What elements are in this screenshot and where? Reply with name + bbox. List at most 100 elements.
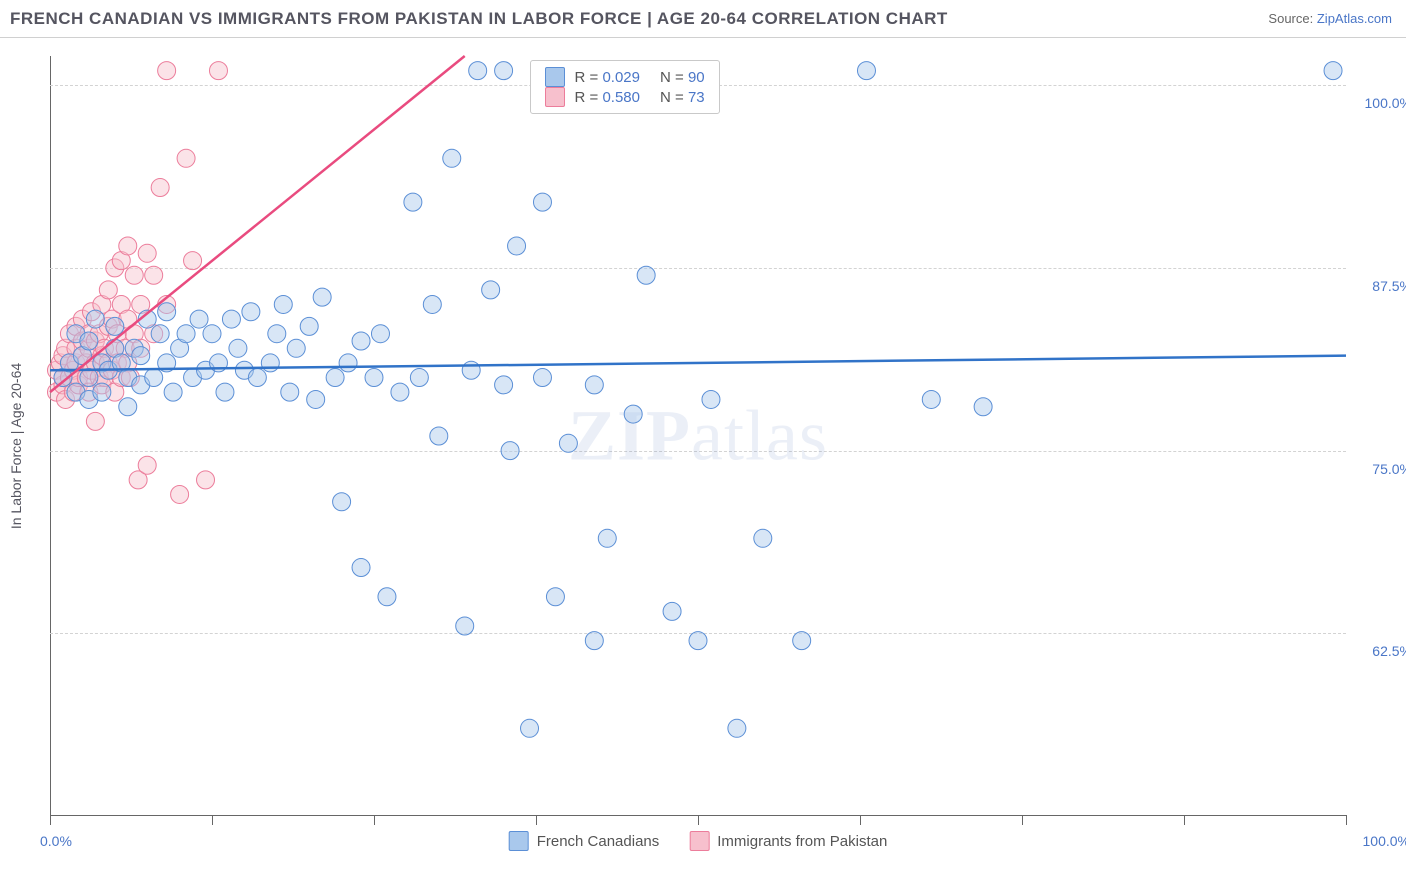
scatter-point [974, 398, 992, 416]
xtick [50, 815, 51, 825]
scatter-point [229, 339, 247, 357]
xtick [1346, 815, 1347, 825]
source-link[interactable]: ZipAtlas.com [1317, 11, 1392, 26]
scatter-point [177, 325, 195, 343]
scatter-point [404, 193, 422, 211]
trend-line [50, 56, 465, 392]
scatter-point [287, 339, 305, 357]
scatter-point [281, 383, 299, 401]
scatter-point [93, 383, 111, 401]
scatter-point [222, 310, 240, 328]
scatter-point [313, 288, 331, 306]
scatter-point [203, 325, 221, 343]
ytick-label: 75.0% [1352, 461, 1406, 477]
xtick [536, 815, 537, 825]
scatter-point [371, 325, 389, 343]
legend-item-series2: Immigrants from Pakistan [689, 831, 887, 851]
scatter-point [754, 529, 772, 547]
xtick [374, 815, 375, 825]
plot-area: 62.5%75.0%87.5%100.0% ZIPatlas R = 0.029… [50, 56, 1346, 816]
scatter-point [378, 588, 396, 606]
scatter-point [430, 427, 448, 445]
scatter-point [106, 317, 124, 335]
scatter-point [132, 347, 150, 365]
scatter-point [145, 369, 163, 387]
scatter-point [125, 266, 143, 284]
source-prefix: Source: [1268, 11, 1313, 26]
scatter-point [242, 303, 260, 321]
scatter-point [495, 62, 513, 80]
scatter-point [190, 310, 208, 328]
scatter-point [184, 252, 202, 270]
scatter-point [158, 62, 176, 80]
scatter-point [462, 361, 480, 379]
scatter-point [80, 369, 98, 387]
chart-container: FRENCH CANADIAN VS IMMIGRANTS FROM PAKIS… [0, 0, 1406, 892]
legend-row: R = 0.580N = 73 [545, 87, 705, 107]
scatter-point [268, 325, 286, 343]
legend-series: French Canadians Immigrants from Pakista… [509, 831, 888, 851]
scatter-point [158, 303, 176, 321]
scatter-point [86, 412, 104, 430]
legend-swatch [545, 67, 565, 87]
scatter-point [171, 485, 189, 503]
scatter-point [365, 369, 383, 387]
scatter-point [521, 719, 539, 737]
legend-r-label: R = 0.029 [575, 69, 640, 86]
scatter-point [197, 471, 215, 489]
scatter-point [138, 244, 156, 262]
y-axis-label: In Labor Force | Age 20-64 [8, 363, 24, 529]
scatter-point [508, 237, 526, 255]
scatter-point [456, 617, 474, 635]
ytick-label: 87.5% [1352, 278, 1406, 294]
title-bar: FRENCH CANADIAN VS IMMIGRANTS FROM PAKIS… [0, 0, 1406, 38]
scatter-point [261, 354, 279, 372]
scatter-point [339, 354, 357, 372]
scatter-point [326, 369, 344, 387]
scatter-point [391, 383, 409, 401]
source-label: Source: ZipAtlas.com [1268, 11, 1392, 26]
legend-swatch-pink [689, 831, 709, 851]
scatter-point [663, 602, 681, 620]
ytick-label: 62.5% [1352, 643, 1406, 659]
scatter-point [352, 559, 370, 577]
scatter-point [99, 281, 117, 299]
scatter-point [307, 390, 325, 408]
scatter-point [1324, 62, 1342, 80]
xtick-label-min: 0.0% [40, 833, 72, 849]
scatter-point [138, 456, 156, 474]
xtick [1184, 815, 1185, 825]
legend-item-series1: French Canadians [509, 831, 660, 851]
scatter-point [482, 281, 500, 299]
scatter-point [119, 237, 137, 255]
scatter-point [423, 295, 441, 313]
scatter-point [300, 317, 318, 335]
scatter-point [559, 434, 577, 452]
scatter-point [164, 383, 182, 401]
scatter-point [857, 62, 875, 80]
scatter-point [80, 332, 98, 350]
scatter-point [248, 369, 266, 387]
scatter-point [119, 398, 137, 416]
scatter-point [598, 529, 616, 547]
scatter-point [86, 310, 104, 328]
scatter-point [585, 632, 603, 650]
scatter-point [177, 149, 195, 167]
scatter-point [469, 62, 487, 80]
legend-n-label: N = 90 [660, 69, 705, 86]
scatter-point [274, 295, 292, 313]
legend-swatch [545, 87, 565, 107]
scatter-point [333, 493, 351, 511]
scatter-point [546, 588, 564, 606]
legend-label-series1: French Canadians [537, 833, 660, 850]
scatter-point [585, 376, 603, 394]
legend-r-label: R = 0.580 [575, 89, 640, 106]
legend-label-series2: Immigrants from Pakistan [717, 833, 887, 850]
xtick-label-max: 100.0% [1363, 833, 1406, 849]
scatter-point [702, 390, 720, 408]
xtick [1022, 815, 1023, 825]
scatter-point [216, 383, 234, 401]
scatter-point [501, 442, 519, 460]
scatter-point [151, 325, 169, 343]
xtick [698, 815, 699, 825]
